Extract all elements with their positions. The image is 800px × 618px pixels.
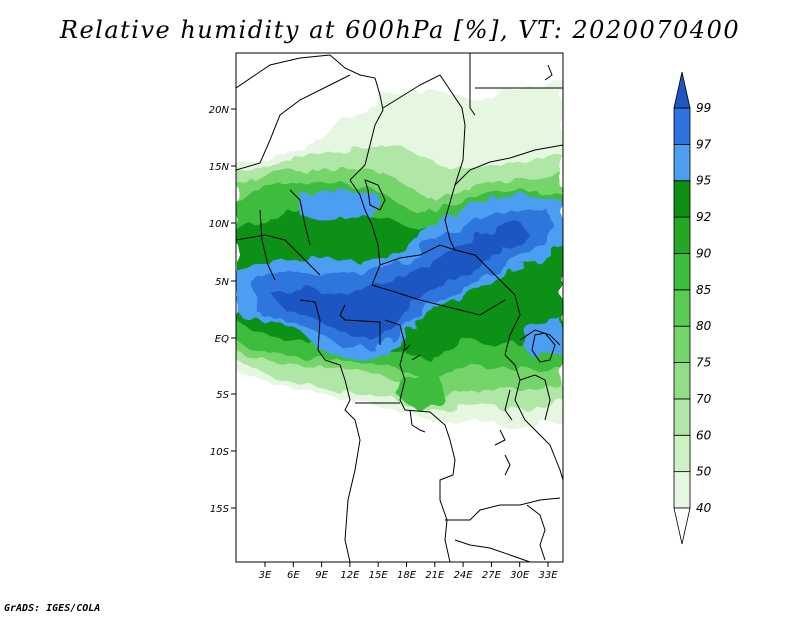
- colorbar-swatch: [673, 362, 691, 400]
- lon-tick-label: 33E: [538, 570, 558, 581]
- colorbar-label: 80: [696, 319, 712, 333]
- colorbar-swatch: [673, 107, 691, 145]
- colorbar-swatch: [673, 143, 691, 182]
- colorbar: 40 50 60 70 75 80 85 90 92 95 97 99: [673, 71, 712, 545]
- colorbar-swatch: [673, 325, 691, 363]
- lon-tick-label: 6E: [287, 570, 300, 581]
- colorbar-label: 90: [696, 246, 712, 260]
- colorbar-label: 97: [696, 137, 712, 151]
- colorbar-label: 99: [696, 101, 711, 115]
- lon-tick-label: 18E: [397, 570, 417, 581]
- rh-99-region: [270, 222, 530, 340]
- lat-tick-label: 5N: [215, 277, 229, 288]
- colorbar-label: 60: [696, 428, 712, 442]
- humidity-field: [236, 80, 563, 430]
- lon-tick-label: 3E: [259, 570, 272, 581]
- credit-label: GrADS: IGES/COLA: [4, 603, 101, 614]
- rh-95-region-2: [300, 190, 380, 222]
- lat-tick-label: 10S: [210, 447, 230, 458]
- lon-tick-label: 9E: [315, 570, 328, 581]
- colorbar-swatch: [673, 253, 691, 291]
- lon-tick-label: 30E: [510, 570, 530, 581]
- colorbar-min-arrow: [673, 507, 691, 545]
- rh-85-region-2: [400, 375, 445, 410]
- colorbar-swatch: [673, 216, 691, 254]
- country-boundaries: [236, 53, 563, 562]
- lon-tick-label: 21E: [425, 570, 445, 581]
- colorbar-swatch: [673, 180, 691, 218]
- colorbar-label: 92: [696, 210, 711, 224]
- colorbar-swatch: [673, 398, 691, 436]
- map-title: Relative humidity at 600hPa [%], VT: 202…: [59, 16, 741, 44]
- map-frame: [235, 52, 564, 563]
- lon-tick-label: 15E: [369, 570, 389, 581]
- lat-tick-label: 20N: [209, 105, 230, 116]
- colorbar-label: 85: [696, 283, 711, 297]
- lon-tick-label: 24E: [454, 570, 474, 581]
- colorbar-swatch: [673, 434, 691, 473]
- colorbar-swatch: [673, 471, 691, 509]
- colorbar-max-arrow: [673, 71, 691, 109]
- lon-tick-label: 12E: [340, 570, 360, 581]
- lat-tick-label: 5S: [216, 390, 229, 401]
- colorbar-label: 50: [696, 465, 712, 479]
- colorbar-label: 95: [696, 174, 711, 188]
- lat-tick-label: 15N: [209, 162, 230, 173]
- colorbar-swatch: [673, 289, 691, 327]
- lat-tick-label: 15S: [210, 504, 230, 515]
- colorbar-label: 75: [696, 356, 711, 370]
- map-axes: 20N 15N 10N 5N EQ 5S 10S 15S 3E 6E 9E 12E 15E 18E 21E 2…: [209, 105, 558, 581]
- colorbar-label: 70: [696, 392, 712, 406]
- lat-tick-label: EQ: [215, 334, 229, 345]
- lat-tick-label: 10N: [209, 219, 230, 230]
- lon-tick-label: 27E: [482, 570, 502, 581]
- colorbar-label: 40: [696, 501, 712, 515]
